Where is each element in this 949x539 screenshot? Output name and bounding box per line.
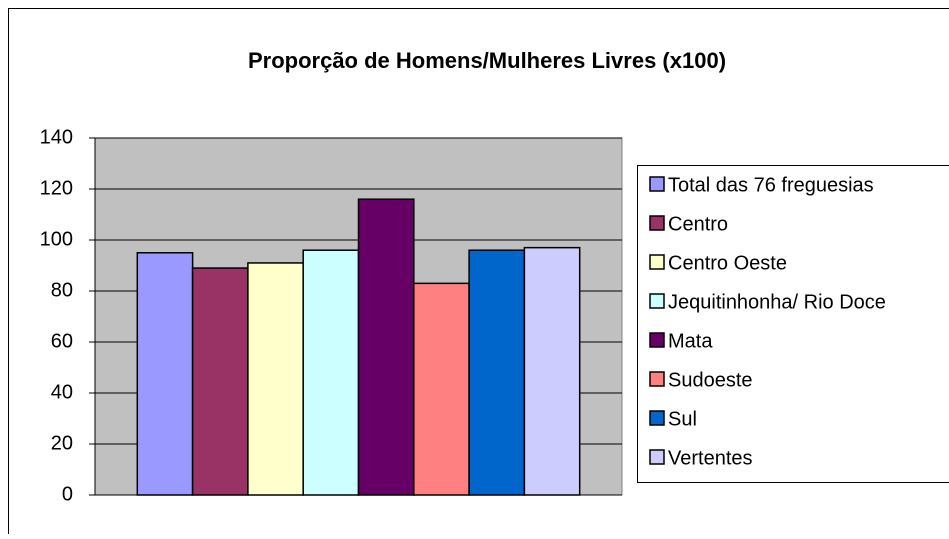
legend-swatch [650, 216, 664, 230]
legend-swatch [650, 294, 664, 308]
y-tick-label: 80 [51, 279, 73, 301]
bar [524, 248, 579, 495]
y-tick-label: 60 [51, 330, 73, 352]
bar [469, 250, 524, 495]
legend-swatch [650, 177, 664, 191]
y-tick-label: 0 [62, 483, 73, 505]
bar [303, 250, 358, 495]
y-tick-label: 100 [40, 228, 73, 250]
legend-label: Mata [668, 330, 713, 352]
bar [414, 283, 469, 495]
legend-swatch [650, 411, 664, 425]
bar [248, 263, 303, 495]
legend-label: Centro [668, 213, 728, 235]
legend-swatch [650, 372, 664, 386]
bar [137, 253, 192, 495]
legend-swatch [650, 333, 664, 347]
legend-label: Sudoeste [668, 369, 753, 391]
legend-label: Total das 76 freguesias [668, 174, 874, 196]
legend-label: Sul [668, 408, 697, 430]
y-tick-label: 20 [51, 432, 73, 454]
chart-title: Proporção de Homens/Mulheres Livres (x10… [248, 48, 726, 73]
y-tick-label: 40 [51, 381, 73, 403]
legend-swatch [650, 450, 664, 464]
legend-swatch [650, 255, 664, 269]
legend-label: Jequitinhonha/ Rio Doce [668, 291, 886, 313]
bar [359, 199, 414, 495]
y-tick-label: 140 [40, 126, 73, 148]
y-tick-label: 120 [40, 177, 73, 199]
bar [193, 268, 248, 495]
legend-label: Centro Oeste [668, 252, 787, 274]
legend-label: Vertentes [668, 447, 753, 469]
